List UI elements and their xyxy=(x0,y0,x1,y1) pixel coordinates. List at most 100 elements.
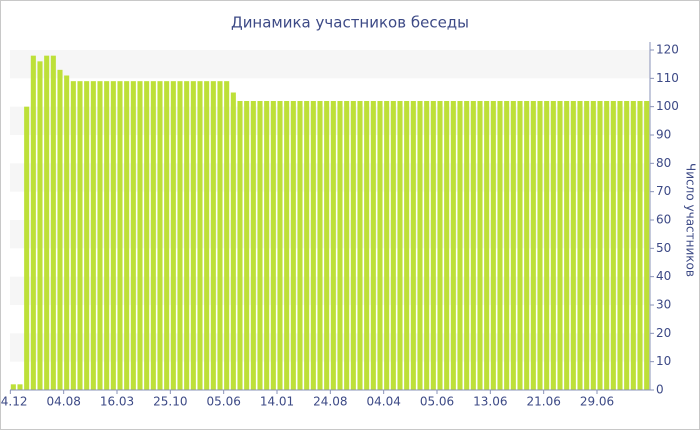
bar xyxy=(524,101,530,390)
chart-title: Динамика участников беседы xyxy=(231,14,469,32)
bar xyxy=(537,101,543,390)
y-tick-label: 70 xyxy=(656,184,671,198)
bar xyxy=(317,101,323,390)
bar xyxy=(557,101,563,390)
bar xyxy=(324,101,330,390)
bar xyxy=(17,384,23,390)
y-tick-label: 60 xyxy=(656,213,671,227)
bar xyxy=(550,101,556,390)
grid-band xyxy=(10,50,650,79)
bar xyxy=(77,81,83,391)
bar xyxy=(124,81,130,391)
bar xyxy=(84,81,90,391)
bar xyxy=(244,101,250,390)
bar xyxy=(30,55,36,391)
y-tick-label: 120 xyxy=(656,43,679,57)
bar xyxy=(264,101,270,390)
bar xyxy=(297,101,303,390)
bar xyxy=(157,81,163,391)
bar xyxy=(464,101,470,390)
grid-band xyxy=(10,106,650,135)
bar xyxy=(637,101,643,390)
bar xyxy=(170,81,176,391)
y-tick-label: 90 xyxy=(656,128,671,142)
bar xyxy=(44,55,50,391)
bar xyxy=(230,92,236,390)
bar xyxy=(204,81,210,391)
bar xyxy=(484,101,490,390)
bar xyxy=(437,101,443,390)
bar xyxy=(504,101,510,390)
bar xyxy=(517,101,523,390)
bar xyxy=(390,101,396,390)
bar xyxy=(177,81,183,391)
x-tick-label: 29.06 xyxy=(580,395,614,409)
bar xyxy=(610,101,616,390)
y-tick-label: 20 xyxy=(656,326,671,340)
bar xyxy=(617,101,623,390)
y-tick-label: 50 xyxy=(656,241,671,255)
x-tick-label: 25.10 xyxy=(153,395,187,409)
y-tick-label: 80 xyxy=(656,156,671,170)
bar xyxy=(110,81,116,391)
bar xyxy=(344,101,350,390)
bar xyxy=(357,101,363,390)
bar xyxy=(370,101,376,390)
x-tick-label: 24.12 xyxy=(0,395,28,409)
bar xyxy=(117,81,123,391)
y-axis-title: Число участников xyxy=(684,163,698,277)
bar xyxy=(64,75,70,390)
bar xyxy=(477,101,483,390)
y-tick-label: 100 xyxy=(656,99,679,113)
bar xyxy=(144,81,150,391)
bar xyxy=(190,81,196,391)
plot-area xyxy=(10,50,650,391)
bar xyxy=(50,55,56,391)
bar xyxy=(250,101,256,390)
x-tick-label: 04.04 xyxy=(366,395,400,409)
x-tick-label: 14.01 xyxy=(260,395,294,409)
x-tick-label: 16.03 xyxy=(100,395,134,409)
bar xyxy=(470,101,476,390)
bar xyxy=(97,81,103,391)
bar xyxy=(377,101,383,390)
bar xyxy=(337,101,343,390)
x-tick-label: 24.08 xyxy=(313,395,347,409)
bar xyxy=(497,101,503,390)
bar xyxy=(277,101,283,390)
bar xyxy=(210,81,216,391)
x-tick-label: 05.06 xyxy=(420,395,454,409)
grid-band xyxy=(10,163,650,192)
bar xyxy=(290,101,296,390)
y-tick-label: 40 xyxy=(656,269,671,283)
bar xyxy=(577,101,583,390)
bar xyxy=(417,101,423,390)
bar xyxy=(164,81,170,391)
bar xyxy=(284,101,290,390)
x-tick-label: 04.08 xyxy=(46,395,80,409)
bar xyxy=(430,101,436,390)
bar xyxy=(10,384,16,390)
bar xyxy=(304,101,310,390)
bar xyxy=(330,101,336,390)
bar xyxy=(270,101,276,390)
bar xyxy=(350,101,356,390)
bar xyxy=(624,101,630,390)
bar xyxy=(150,81,156,391)
bar xyxy=(57,69,63,390)
bar xyxy=(90,81,96,391)
bar xyxy=(490,101,496,390)
bar xyxy=(544,101,550,390)
bar xyxy=(564,101,570,390)
bar xyxy=(184,81,190,391)
bar xyxy=(450,101,456,390)
bar xyxy=(444,101,450,390)
bar xyxy=(570,101,576,390)
bar xyxy=(197,81,203,391)
bar xyxy=(384,101,390,390)
bar xyxy=(410,101,416,390)
bar xyxy=(584,101,590,390)
bar xyxy=(237,101,243,390)
grid-band xyxy=(10,220,650,249)
